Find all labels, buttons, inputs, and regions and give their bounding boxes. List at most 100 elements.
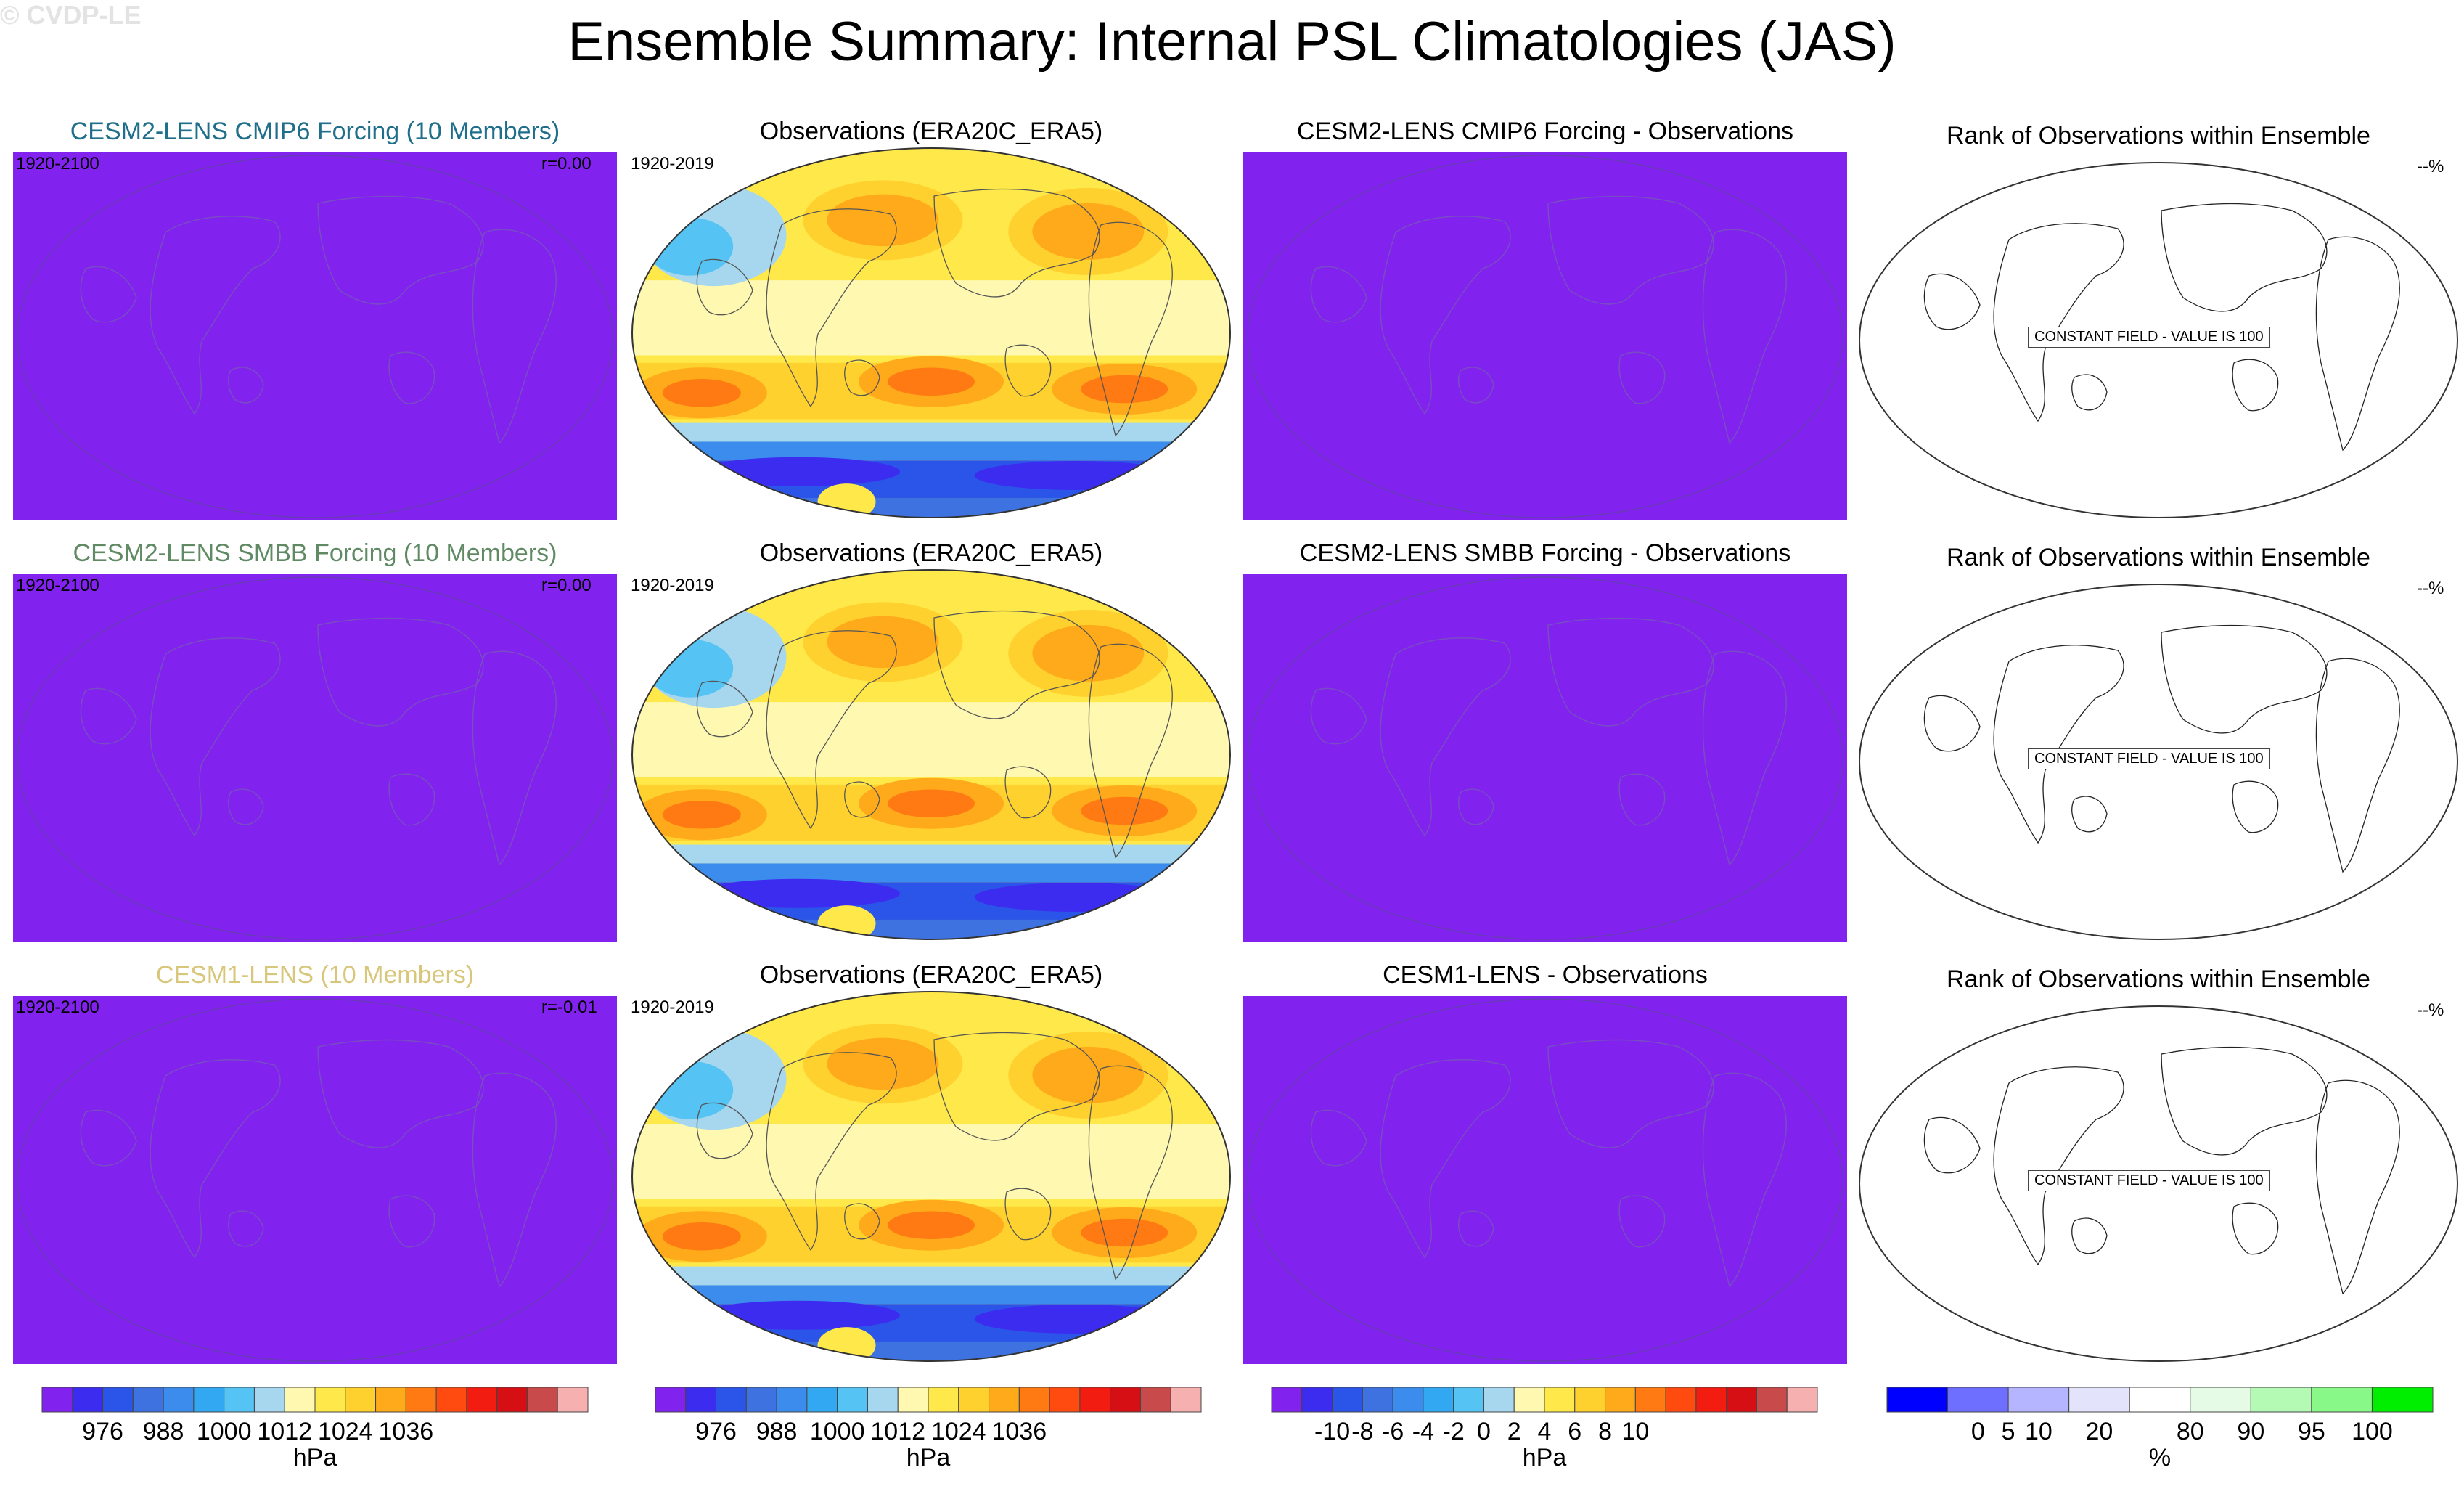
colorbar-swatch (345, 1387, 377, 1413)
model-map-panel (13, 996, 617, 1364)
colorbar-swatch (1756, 1387, 1788, 1413)
colorbar-swatch (2250, 1387, 2312, 1413)
colorbar-swatch (253, 1387, 285, 1413)
colorbar-tick-label: 1000 (809, 1418, 865, 1445)
colorbar-swatch (102, 1387, 134, 1413)
colorbar-tick-label: 0 (1970, 1418, 1985, 1445)
colorbar-swatch (1453, 1387, 1484, 1413)
colorbar-tick-label: 6 (1568, 1418, 1582, 1445)
colorbar-unit: hPa (1522, 1444, 1567, 1471)
colorbar-swatch (837, 1387, 868, 1413)
diff-map-panel (1243, 574, 1847, 942)
colorbar-tick-label: 976 (82, 1418, 123, 1445)
colorbar-difference: -10 -8 -6 -4 -2 0 2 4 6 8 10 hPa (1271, 1387, 1818, 1471)
colorbar-swatch (1574, 1387, 1606, 1413)
colorbar-swatch (1886, 1387, 1949, 1413)
colorbar-swatch (557, 1387, 589, 1413)
rank-percent: --% (2417, 579, 2444, 598)
colorbar-tick-label: 95 (2297, 1418, 2325, 1445)
colorbar-swatch (1483, 1387, 1515, 1413)
colorbar-swatch (1695, 1387, 1727, 1413)
colorbar-unit: hPa (906, 1444, 951, 1471)
rank-percent: --% (2417, 1000, 2444, 1020)
diff-map-panel (1243, 152, 1847, 520)
colorbar-tick-label: 988 (142, 1418, 184, 1445)
model-title: CESM1-LENS (10 Members) (155, 961, 475, 989)
colorbar-tick-label: 5 (2001, 1418, 2015, 1445)
colorbar-swatch (1634, 1387, 1666, 1413)
colorbar-tick-label: -8 (1351, 1418, 1374, 1445)
model-title: CESM2-LENS CMIP6 Forcing (10 Members) (70, 118, 560, 145)
diff-map-panel (1243, 996, 1847, 1364)
colorbar-swatch (1362, 1387, 1393, 1413)
colorbar-tick-label: 8 (1598, 1418, 1613, 1445)
colorbar-swatch (867, 1387, 899, 1413)
colorbar-swatch (1544, 1387, 1576, 1413)
obs-title: Observations (ERA20C_ERA5) (759, 118, 1103, 145)
colorbar-tick-label: 988 (756, 1418, 798, 1445)
colorbar-swatch (1301, 1387, 1333, 1413)
obs-map-panel (629, 145, 1233, 520)
rank-title: Rank of Observations within Ensemble (1947, 122, 2370, 150)
model-title: CESM2-LENS SMBB Forcing (10 Members) (73, 539, 557, 567)
colorbar-swatch (2007, 1387, 2070, 1413)
colorbar-rank: 0 5 10 20 80 90 95 100% (1886, 1387, 2434, 1471)
colorbar-tick-label: 10 (1621, 1418, 1650, 1445)
colorbar-swatch (1332, 1387, 1363, 1413)
colorbar-swatch (1947, 1387, 2009, 1413)
colorbar-swatch (2190, 1387, 2251, 1413)
obs-period: 1920-2019 (631, 997, 714, 1017)
diff-title: CESM2-LENS SMBB Forcing - Observations (1299, 539, 1791, 567)
obs-period: 1920-2019 (631, 154, 714, 173)
colorbar-swatch (776, 1387, 808, 1413)
colorbar-tick-label: -6 (1381, 1418, 1404, 1445)
colorbar-tick-label: 80 (2176, 1418, 2204, 1445)
colorbar-swatch (685, 1387, 717, 1413)
colorbar-swatch (405, 1387, 437, 1413)
colorbar-swatch (716, 1387, 747, 1413)
colorbar-tick-label: 1024 (317, 1418, 373, 1445)
model-map-panel (13, 152, 617, 520)
colorbar-swatch (2129, 1387, 2191, 1413)
colorbar-swatch (284, 1387, 316, 1413)
model-map-panel (13, 574, 617, 942)
colorbar-swatch (526, 1387, 558, 1413)
colorbar-swatch (1605, 1387, 1636, 1413)
colorbar-swatch (41, 1387, 73, 1413)
colorbar-swatch (655, 1387, 687, 1413)
colorbar-swatch (466, 1387, 498, 1413)
model-period: 1920-2100 (16, 576, 99, 595)
model-period: 1920-2100 (16, 154, 99, 173)
colorbar-swatch (314, 1387, 346, 1413)
colorbar-swatch (1139, 1387, 1171, 1413)
constant-field-label: CONSTANT FIELD - VALUE IS 100 (2028, 327, 2270, 348)
colorbar-swatch (132, 1387, 164, 1413)
colorbar-swatch (193, 1387, 225, 1413)
colorbar-psl-obs: 976 988 1000 1012 1024 1036 hPa (655, 1387, 1202, 1471)
model-pattern-correlation: r=0.00 (541, 576, 592, 595)
colorbar-tick-label: 1036 (378, 1418, 434, 1445)
colorbar-swatch (1271, 1387, 1303, 1413)
rank-title: Rank of Observations within Ensemble (1947, 966, 2370, 993)
obs-map-panel (629, 989, 1233, 1364)
colorbar-swatch (1423, 1387, 1454, 1413)
constant-field-label: CONSTANT FIELD - VALUE IS 100 (2028, 748, 2270, 769)
colorbar-swatch (1079, 1387, 1111, 1413)
colorbar-swatch (224, 1387, 255, 1413)
colorbar-tick-label: 1000 (196, 1418, 252, 1445)
colorbar-psl-model: 976 988 1000 1012 1024 1036 hPa (41, 1387, 589, 1471)
colorbar-swatch (435, 1387, 467, 1413)
colorbar-tick-label: 4 (1537, 1418, 1552, 1445)
colorbar-swatch (2311, 1387, 2373, 1413)
colorbar-swatch (745, 1387, 777, 1413)
diff-title: CESM2-LENS CMIP6 Forcing - Observations (1297, 118, 1793, 145)
colorbar-tick-label: 20 (2085, 1418, 2113, 1445)
obs-period: 1920-2019 (631, 576, 714, 595)
colorbar-swatch (958, 1387, 990, 1413)
colorbar-tick-label: 100 (2352, 1418, 2393, 1445)
obs-title: Observations (ERA20C_ERA5) (759, 961, 1103, 989)
colorbar-unit: % (2148, 1444, 2172, 1471)
colorbar-swatch (1170, 1387, 1202, 1413)
colorbar-swatch (806, 1387, 838, 1413)
diff-title: CESM1-LENS - Observations (1383, 961, 1708, 989)
